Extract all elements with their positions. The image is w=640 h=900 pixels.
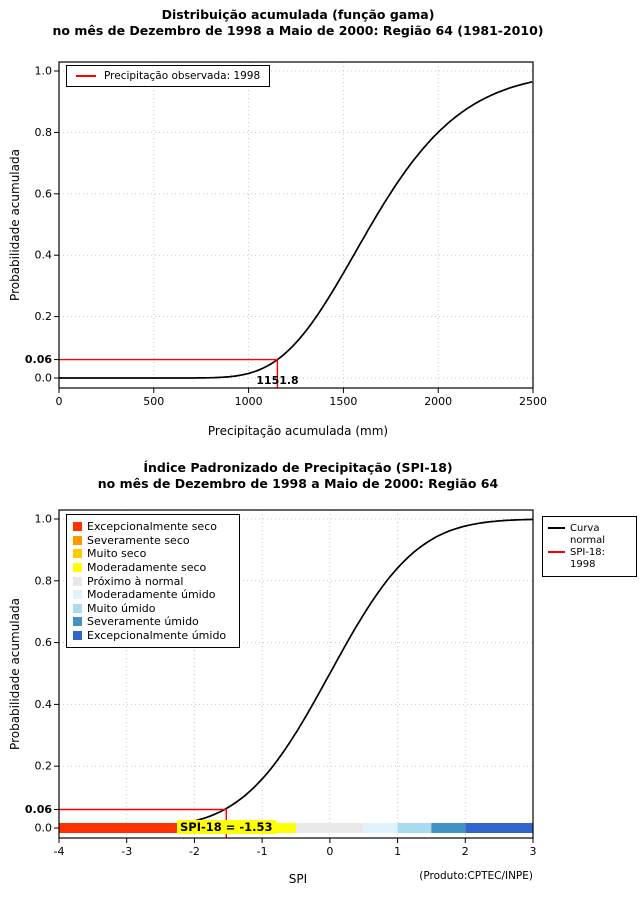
spi-category-bar-segment <box>296 823 364 833</box>
x-tick-label: -4 <box>54 845 65 858</box>
curve-legend-label: SPI-18: 1998 <box>570 547 606 570</box>
x-tick-label: 0 <box>56 395 63 408</box>
category-legend-item: Moderadamente seco <box>73 561 233 575</box>
product-credit: (Produto:CPTEC/INPE) <box>419 870 533 882</box>
chart2-spi-value: SPI-18 = -1.53 <box>177 820 276 834</box>
chart1-probability-tick: 0.06 <box>24 353 52 366</box>
y-tick-label: 0.0 <box>35 822 53 835</box>
x-tick-label: 2000 <box>424 395 452 408</box>
chart1-legend-label: Precipitação observada: 1998 <box>104 70 261 82</box>
spi-category-legend: Excepcionalmente seco Severamente seco Mui… <box>66 514 240 649</box>
chart2-subtitle: no mês de Dezembro de 1998 a Maio de 200… <box>97 476 499 491</box>
x-tick-label: 1 <box>394 845 401 858</box>
chart2-xlabel: SPI <box>288 872 308 886</box>
curve-legend-label: Curva normal <box>570 523 606 546</box>
category-label: Excepcionalmente úmido <box>87 629 227 643</box>
y-tick-label: 1.0 <box>35 65 53 78</box>
y-tick-label: 0.2 <box>35 760 53 773</box>
chart1-ylabel: Probabilidade acumulada <box>8 149 22 301</box>
category-legend-item: Excepcionalmente seco <box>73 520 233 534</box>
y-tick-label: 0.6 <box>35 187 53 200</box>
category-color-swatch <box>73 631 82 641</box>
spi-category-bar-segment <box>363 823 398 833</box>
category-label: Próximo à normal <box>87 574 184 588</box>
y-tick-label: 0.8 <box>35 126 53 139</box>
chart2-ylabel: Probabilidade acumulada <box>8 598 22 750</box>
category-legend-item: Severamente seco <box>73 534 233 548</box>
x-tick-label: -1 <box>257 845 268 858</box>
y-tick-label: 1.0 <box>35 513 53 526</box>
curve-legend: Curva normal SPI-18: 1998 <box>542 516 637 577</box>
spi-category-bar-segment <box>465 823 533 833</box>
category-color-swatch <box>73 535 82 545</box>
x-tick-label: 3 <box>530 845 537 858</box>
category-label: Moderadamente seco <box>87 561 207 575</box>
category-label: Severamente seco <box>87 533 190 547</box>
x-tick-label: 0 <box>326 845 333 858</box>
observed-line-swatch <box>76 75 96 77</box>
chart2-probability-tick: 0.06 <box>24 803 52 816</box>
spi-category-bar-segment <box>59 823 195 833</box>
category-color-swatch <box>73 603 82 613</box>
plot-box <box>58 509 534 839</box>
spi-line-swatch <box>548 551 565 553</box>
category-color-swatch <box>73 617 82 627</box>
chart1-title: Distribuição acumulada (função gama) <box>161 7 435 22</box>
category-color-swatch <box>73 549 82 559</box>
x-tick-label: 2 <box>462 845 469 858</box>
chart2-title: Índice Padronizado de Precipitação (SPI-… <box>143 460 453 475</box>
plot-box <box>58 61 534 389</box>
category-color-swatch <box>73 563 82 573</box>
category-label: Muito úmido <box>87 601 156 615</box>
spi-category-bar-segment <box>431 823 466 833</box>
spi-category-bar-segment <box>397 823 432 833</box>
category-legend-item: Severamente úmido <box>73 615 233 629</box>
normal-curve-swatch <box>548 527 565 529</box>
y-tick-label: 0.2 <box>35 310 53 323</box>
category-label: Excepcionalmente seco <box>87 520 217 534</box>
observed-marker-line <box>59 358 279 388</box>
y-tick-label: 0.4 <box>35 698 53 711</box>
cdf-curve <box>59 81 533 379</box>
chart1-observed-precip-value: 1151.8 <box>256 374 299 387</box>
chart1-xlabel: Precipitação acumulada (mm) <box>207 424 389 438</box>
y-tick-label: 0.6 <box>35 636 53 649</box>
x-tick-label: -2 <box>189 845 200 858</box>
y-tick-label: 0.0 <box>35 372 53 385</box>
x-tick-label: 500 <box>143 395 164 408</box>
curve-legend-item: SPI-18: 1998 <box>548 547 631 570</box>
spi-category-bar-segment <box>262 823 296 833</box>
category-legend-item: Muito úmido <box>73 602 233 616</box>
x-tick-label: 2500 <box>519 395 547 408</box>
x-tick-label: 1500 <box>329 395 357 408</box>
y-tick-label: 0.4 <box>35 249 53 262</box>
category-label: Severamente úmido <box>87 615 199 629</box>
x-tick-label: -3 <box>121 845 132 858</box>
category-legend-item: Moderadamente úmido <box>73 588 233 602</box>
curve-legend-item: Curva normal <box>548 523 631 546</box>
chart1-legend: Precipitação observada: 1998 <box>66 65 271 87</box>
chart1-subtitle: no mês de Dezembro de 1998 a Maio de 200… <box>52 23 544 38</box>
y-tick-label: 0.8 <box>35 574 53 587</box>
category-legend-item: Muito seco <box>73 547 233 561</box>
category-legend-item: Excepcionalmente úmido <box>73 629 233 643</box>
category-color-swatch <box>73 590 82 600</box>
x-tick-label: 1000 <box>235 395 263 408</box>
category-color-swatch <box>73 576 82 586</box>
category-color-swatch <box>73 522 82 532</box>
category-label: Moderadamente úmido <box>87 588 216 602</box>
category-legend-item: Próximo à normal <box>73 574 233 588</box>
category-label: Muito seco <box>87 547 147 561</box>
